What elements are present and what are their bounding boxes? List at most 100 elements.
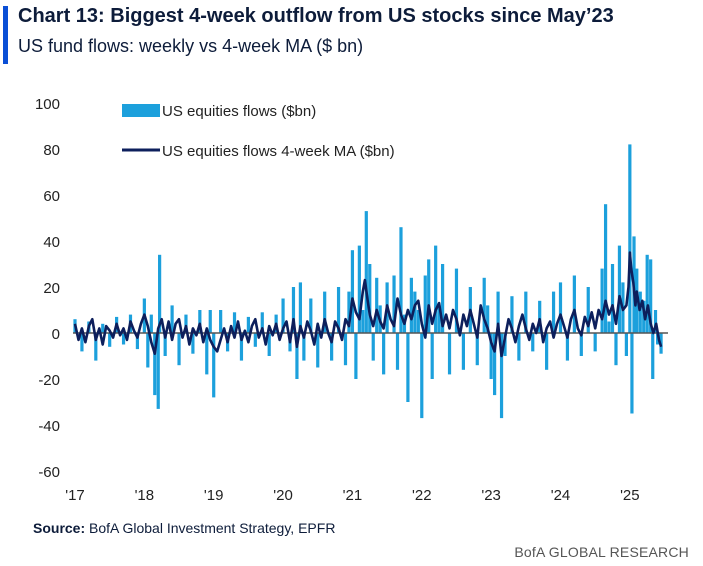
flow-bar (489, 333, 493, 379)
flow-bar (624, 333, 628, 356)
flow-bar (565, 333, 570, 361)
flow-bar (572, 275, 576, 333)
flow-bar (645, 254, 649, 333)
flow-bar (357, 245, 361, 333)
y-tick-label: 60 (43, 188, 60, 205)
flow-bar (260, 312, 264, 333)
flow-bar (146, 333, 150, 368)
flow-bar (80, 333, 84, 352)
flow-bar (101, 323, 105, 333)
flow-bar (149, 314, 153, 333)
flow-bar (267, 333, 271, 356)
flow-bar (309, 298, 313, 333)
flow-bar (586, 287, 590, 333)
flow-bar (246, 316, 250, 333)
flow-bar (198, 310, 202, 333)
flow-bar (423, 275, 427, 333)
bar-series (73, 144, 663, 419)
flow-bar (461, 333, 465, 370)
flow-bar (617, 245, 622, 333)
y-tick-label: 100 (35, 96, 60, 113)
flow-bar (486, 305, 490, 333)
x-tick-label: '18 (135, 487, 155, 504)
flow-bar (437, 305, 441, 333)
flow-bar (343, 333, 348, 366)
flow-bar (593, 333, 597, 352)
flow-bar (295, 333, 299, 379)
flow-bar (413, 291, 417, 333)
y-tick-label: 20 (43, 280, 60, 297)
flow-bar (232, 312, 237, 333)
flow-bar (347, 291, 351, 333)
y-tick-label: -40 (38, 418, 60, 435)
flow-bar (364, 211, 368, 333)
flow-bar (579, 333, 583, 356)
flow-bar (630, 333, 634, 414)
flow-bar (600, 268, 604, 333)
flow-bar (163, 333, 167, 356)
source-note: Source: BofA Global Investment Strategy,… (33, 520, 335, 536)
x-tick-label: '19 (204, 487, 224, 504)
flow-bar (302, 333, 306, 361)
title-accent-bar (3, 6, 8, 64)
flow-bar (531, 333, 535, 352)
y-tick-label: 0 (52, 326, 60, 343)
flow-bar (649, 259, 653, 333)
flow-bar (361, 310, 365, 333)
flow-bar (551, 291, 556, 333)
legend-label-bar: US equities flows ($bn) (162, 103, 316, 120)
flow-bar (454, 268, 459, 333)
ma-series-line (73, 251, 663, 358)
flow-bar (212, 333, 216, 398)
flow-bar (177, 333, 181, 366)
y-tick-label: 40 (43, 234, 60, 251)
flow-bar (496, 291, 500, 333)
y-axis-ticks: 100 80 60 40 20 0 -20 -40 -60 (35, 96, 60, 481)
flow-bar (545, 333, 549, 370)
flow-bar (371, 333, 375, 361)
flow-bar (316, 333, 320, 368)
flow-bar (336, 287, 341, 333)
chart-legend: US equities flows ($bn) US equities flow… (122, 103, 395, 160)
flow-bar (191, 333, 195, 354)
flow-bar (253, 333, 257, 347)
flow-bar (406, 333, 410, 402)
x-axis-ticks: '17 '18 '19 '20 '21 '22 '23 '24 '25 (65, 487, 639, 504)
flow-bar (330, 333, 334, 361)
flow-bar (94, 333, 98, 361)
flow-bar (427, 259, 431, 333)
flow-bar (208, 310, 212, 333)
flow-bar (628, 144, 632, 333)
flow-bar (440, 264, 445, 333)
flow-bar (434, 245, 438, 333)
legend-label-line: US equities flows 4-week MA ($bn) (162, 143, 395, 160)
flow-bar (558, 282, 563, 333)
flow-bar (430, 333, 434, 379)
x-tick-label: '21 (343, 487, 363, 504)
flow-bar (503, 333, 507, 356)
flow-bar (524, 291, 528, 333)
flow-bar (538, 300, 542, 333)
flow-bar (517, 333, 521, 361)
flow-bar (614, 333, 618, 366)
x-tick-label: '25 (620, 487, 640, 504)
brand-footer: BofA GLOBAL RESEARCH (514, 544, 689, 560)
flow-bar (392, 275, 396, 333)
y-tick-label: 80 (43, 142, 60, 159)
flow-bar (281, 298, 285, 333)
flow-bar (368, 264, 372, 333)
flow-bar (651, 333, 655, 379)
flow-bar (153, 333, 157, 396)
chart-subtitle: US fund flows: weekly vs 4-week MA ($ bn… (18, 36, 364, 56)
flow-bar (395, 333, 400, 370)
flow-bar (108, 333, 112, 347)
flow-bar (184, 314, 188, 333)
flow-bar (354, 333, 358, 379)
flow-bar (298, 282, 303, 333)
flow-bar (170, 305, 174, 333)
legend-swatch-bar (122, 104, 160, 117)
flow-bar (158, 254, 162, 333)
source-text: BofA Global Investment Strategy, EPFR (85, 520, 336, 536)
flow-bar (156, 333, 160, 409)
flow-bar (135, 333, 140, 350)
